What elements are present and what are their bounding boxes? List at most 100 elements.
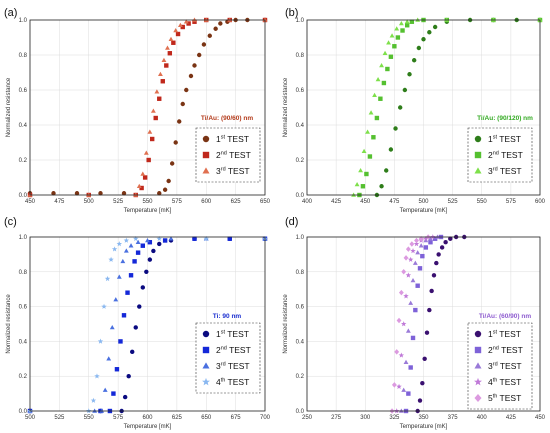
- plot-frame: [306, 236, 541, 412]
- x-tick-label: 375: [448, 415, 459, 421]
- legend-marker: [202, 135, 210, 143]
- x-tick-label: 475: [54, 199, 65, 205]
- data-point: [414, 237, 419, 244]
- x-tick-label: 550: [477, 199, 488, 205]
- legend-marker: [474, 346, 482, 354]
- legend-marker: [202, 346, 210, 354]
- data-point: [162, 238, 168, 243]
- data-point: [410, 248, 416, 254]
- data-point: [410, 277, 416, 283]
- data-point: [417, 398, 423, 403]
- data-point: [184, 87, 189, 93]
- panel-a-label: (a): [4, 7, 17, 19]
- data-point: [128, 243, 134, 248]
- data-point: [403, 255, 409, 261]
- data-point: [167, 51, 173, 56]
- grid: [29, 19, 266, 196]
- data-point: [386, 40, 391, 45]
- legend-marker: [474, 135, 482, 143]
- data-point: [371, 135, 376, 140]
- data-point: [173, 27, 179, 33]
- data-point: [161, 57, 167, 63]
- data-point: [400, 28, 405, 33]
- legend: 1st TEST 2nd TEST 3rd TEST: [195, 127, 261, 183]
- data-point: [405, 328, 411, 333]
- legend-label: 1st TEST: [216, 329, 249, 339]
- legend-marker: [202, 377, 210, 386]
- data-point: [125, 290, 130, 295]
- data-point: [398, 105, 403, 110]
- data-point: [183, 19, 189, 24]
- legend-marker: [202, 330, 210, 338]
- data-point: [393, 126, 398, 131]
- data-point: [154, 89, 160, 94]
- legend-label: 2nd TEST: [488, 345, 523, 355]
- data-point: [368, 110, 374, 115]
- data-point: [120, 258, 126, 264]
- data-point: [123, 248, 129, 253]
- data-point: [192, 236, 197, 241]
- data-point: [374, 115, 380, 121]
- data-point: [365, 129, 370, 134]
- data-point: [116, 274, 122, 279]
- data-point: [171, 40, 176, 45]
- data-point: [411, 58, 417, 63]
- legend-label: 2nd TEST: [216, 150, 251, 160]
- y-tick-label: 0.2: [19, 374, 28, 380]
- data-point: [157, 191, 162, 196]
- data-point: [113, 297, 119, 302]
- data-point: [144, 269, 149, 274]
- legend-label: 4th TEST: [216, 377, 249, 387]
- data-point: [156, 235, 162, 242]
- x-tick-label: 525: [113, 199, 124, 205]
- data-point: [413, 307, 418, 313]
- y-tick-label: 0.0: [296, 409, 305, 415]
- data-point: [432, 24, 438, 30]
- x-tick-label: 325: [389, 415, 400, 421]
- series-3: [27, 17, 268, 197]
- data-point: [121, 191, 127, 196]
- x-tick-label: 575: [506, 199, 517, 205]
- x-tick-label: 450: [25, 199, 36, 205]
- data-point: [410, 335, 416, 341]
- panel-d-title: Ti/Au: (60/90) nm: [479, 313, 531, 320]
- legend-label: 3rd TEST: [488, 361, 522, 371]
- y-tick-label: 0.0: [296, 193, 305, 199]
- data-point: [137, 304, 142, 309]
- data-point: [140, 285, 145, 290]
- data-point: [434, 260, 439, 266]
- legend-label: 3rd TEST: [216, 361, 250, 371]
- data-point: [136, 183, 142, 189]
- panel-c-title: Ti: 90 nm: [213, 313, 242, 320]
- data-point: [405, 272, 412, 278]
- data-point: [201, 42, 207, 47]
- data-point: [409, 19, 415, 24]
- x-tick-label: 525: [448, 199, 459, 205]
- data-point: [427, 30, 432, 35]
- y-tick-label: 0.4: [19, 123, 28, 129]
- y-tick-label: 0.6: [19, 305, 28, 311]
- y-tick-label: 1.0: [19, 18, 28, 24]
- data-point: [382, 50, 388, 56]
- data-point: [413, 241, 420, 247]
- data-point: [192, 63, 197, 68]
- panel-b-title: Ti/Au: (90/120) nm: [477, 115, 533, 122]
- data-point: [398, 20, 404, 26]
- data-point: [177, 22, 183, 28]
- x-tick-label: 300: [360, 415, 371, 421]
- data-point: [396, 383, 402, 389]
- x-tick-label: 575: [172, 199, 183, 205]
- data-point: [423, 245, 429, 250]
- data-point: [420, 253, 425, 259]
- x-tick-label: 550: [84, 415, 95, 421]
- x-tick-label: 600: [142, 415, 153, 421]
- data-point: [111, 246, 118, 252]
- legend-label: 3rd TEST: [488, 166, 522, 176]
- data-point: [394, 26, 400, 31]
- y-tick-label: 0.6: [296, 88, 305, 94]
- panel-a-ylabel: Normalized resistance: [6, 77, 12, 137]
- x-tick-label: 625: [172, 415, 183, 421]
- panel-c-label: (c): [4, 216, 17, 228]
- data-point: [408, 365, 413, 370]
- data-point: [389, 33, 395, 38]
